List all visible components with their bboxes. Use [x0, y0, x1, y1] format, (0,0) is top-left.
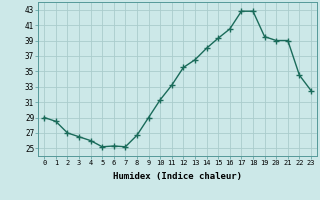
X-axis label: Humidex (Indice chaleur): Humidex (Indice chaleur) [113, 172, 242, 181]
